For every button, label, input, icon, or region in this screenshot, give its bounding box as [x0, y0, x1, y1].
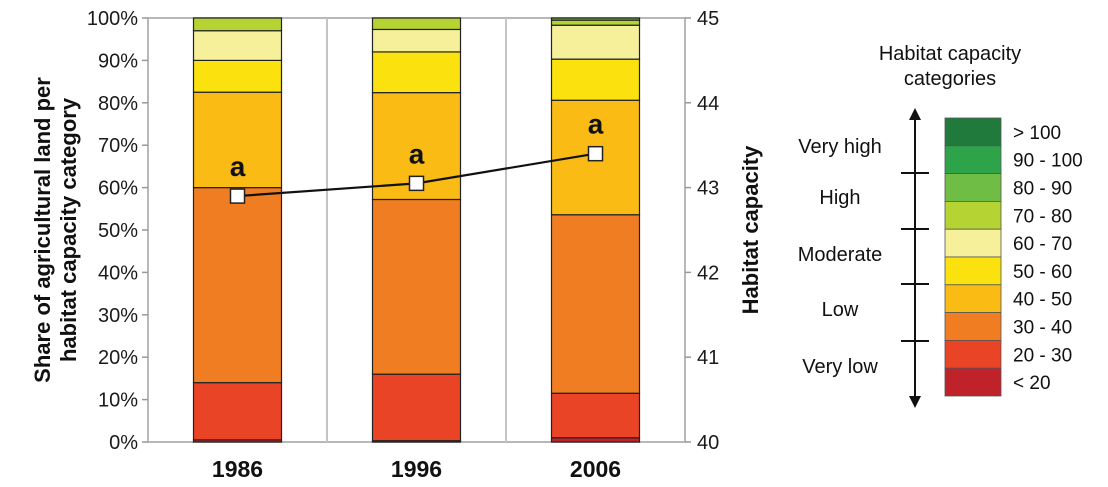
- x-category-label: 2006: [570, 456, 621, 482]
- x-axis: 1986 1996 2006: [212, 456, 621, 482]
- bar-stack-1986: [192, 17, 283, 443]
- bar-segment: [192, 30, 283, 61]
- y-tick-label: 10%: [98, 390, 138, 412]
- legend-item-label: 70 - 80: [1013, 206, 1072, 227]
- y2-tick-label: 42: [697, 262, 719, 284]
- y-tick-label: 40%: [98, 262, 138, 284]
- significance-letter: a: [409, 138, 425, 169]
- legend-item-label: < 20: [1013, 373, 1051, 394]
- legend-swatch: [944, 256, 1002, 286]
- bar-segment: [192, 17, 283, 32]
- stacked-bars: [192, 17, 641, 443]
- bar-segment: [192, 382, 283, 441]
- y-tick-label: 50%: [98, 220, 138, 242]
- bar-segment: [550, 437, 641, 443]
- bar-segment: [371, 198, 462, 375]
- y2-tick-label: 45: [697, 8, 719, 30]
- y2-tick-label: 43: [697, 178, 719, 200]
- y-tick-label: 70%: [98, 135, 138, 157]
- y-tick-label: 100%: [87, 8, 138, 30]
- legend-group-label: High: [819, 187, 860, 209]
- legend-item-label: 40 - 50: [1013, 290, 1072, 311]
- y-tick-label: 20%: [98, 347, 138, 369]
- legend-swatch: [944, 367, 1002, 397]
- legend-swatch: [944, 312, 1002, 341]
- legend-swatch: [944, 228, 1002, 258]
- y-tick-label: 30%: [98, 305, 138, 327]
- legend-item-label: 30 - 40: [1013, 318, 1072, 339]
- bar-segment: [550, 392, 641, 439]
- y2-tick-label: 41: [697, 347, 719, 369]
- bar-stack-2006: [550, 17, 641, 443]
- legend-item-label: > 100: [1013, 123, 1061, 144]
- bar-segment: [550, 19, 641, 26]
- trend-marker: [587, 145, 604, 162]
- arrow-down-icon: [909, 396, 921, 408]
- bar-segment: [192, 187, 283, 384]
- legend: Habitat capacity categories > 100 90 - 100 8…: [798, 43, 1083, 408]
- legend-swatch: [944, 339, 1002, 369]
- arrow-up-icon: [909, 108, 921, 120]
- y2-axis-title: Habitat capacity: [738, 145, 763, 314]
- legend-group-label: Very high: [798, 136, 881, 158]
- y-tick-label: 80%: [98, 93, 138, 115]
- x-category-label: 1986: [212, 456, 263, 482]
- bar-segment: [192, 59, 283, 93]
- legend-item-label: 90 - 100: [1013, 151, 1083, 172]
- y-axis-right: 40 41 42 43 44 45 Habitat capacity: [685, 8, 763, 454]
- legend-title-line: categories: [904, 68, 996, 90]
- bar-segment: [550, 17, 641, 21]
- bar-segment: [371, 373, 462, 442]
- bar-segment: [371, 17, 462, 31]
- y2-tick-label: 44: [697, 93, 719, 115]
- legend-swatch: [944, 173, 1002, 202]
- trend-marker: [229, 188, 246, 204]
- significance-letter: a: [588, 109, 604, 140]
- legend-swatch: [944, 200, 1002, 230]
- significance-letter: a: [230, 151, 246, 182]
- habitat-capacity-line: a a a: [229, 109, 604, 204]
- bar-segment: [371, 51, 462, 94]
- trend-marker: [408, 175, 425, 192]
- y2-tick-label: 40: [697, 432, 719, 454]
- bar-segment: [550, 58, 641, 101]
- legend-swatch: [944, 117, 1002, 147]
- bar-stack-1996: [371, 17, 462, 443]
- y-axis-title: Share of agricultural land perhabitat ca…: [30, 77, 81, 383]
- y-tick-label: 0%: [109, 432, 138, 454]
- legend-item-label: 50 - 60: [1013, 262, 1072, 283]
- legend-item-label: 20 - 30: [1013, 345, 1072, 366]
- legend-group-label: Very low: [802, 356, 878, 378]
- bar-segment: [550, 214, 641, 394]
- y-axis-left: 0% 10% 20% 30% 40% 50% 60% 70% 80% 90% 100% Share o…: [30, 8, 148, 454]
- legend-title-line: Habitat capacity: [879, 43, 1021, 65]
- bar-segment: [371, 28, 462, 53]
- bar-segment: [550, 24, 641, 60]
- legend-swatch: [944, 284, 1002, 313]
- x-category-label: 1996: [391, 456, 442, 482]
- legend-swatch: [944, 145, 1002, 175]
- legend-group-label: Moderate: [798, 244, 883, 266]
- y-axis-title-line: habitat capacity category: [56, 97, 81, 362]
- legend-group-label: Low: [822, 299, 859, 321]
- y-axis-title-line: Share of agricultural land per: [30, 77, 55, 383]
- legend-item-label: 80 - 90: [1013, 179, 1072, 200]
- y-tick-label: 90%: [98, 50, 138, 72]
- legend-item-label: 60 - 70: [1013, 234, 1072, 255]
- bar-segment: [192, 91, 283, 189]
- y-tick-label: 60%: [98, 178, 138, 200]
